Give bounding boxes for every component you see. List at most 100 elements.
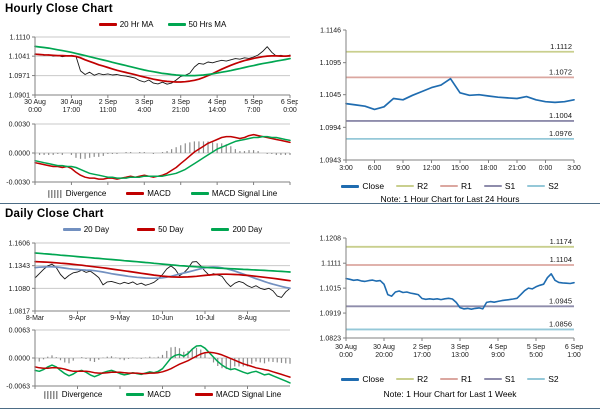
x-tick-label: 18:00 xyxy=(480,165,498,172)
line-swatch xyxy=(439,377,458,381)
x-tick-label: 3 Sep xyxy=(172,99,190,106)
hourly-pivot-legend: Close R2 R1 S1 S2 xyxy=(302,181,598,191)
x-tick-label: 3 Sep xyxy=(451,344,469,351)
x-tick-label: 7:00 xyxy=(247,107,261,114)
legend-item-s2: S2 xyxy=(527,181,559,191)
x-tick-label: 21:00 xyxy=(508,165,526,172)
y-tick-label: 1.1146 xyxy=(320,28,341,35)
y-tick-label: 1.1111 xyxy=(321,261,341,268)
legend-label: Close xyxy=(362,374,385,384)
line-swatch xyxy=(527,184,546,188)
legend-label: R1 xyxy=(460,181,472,191)
legend-item-close: Close xyxy=(341,181,384,191)
legend-item-macd-signal-line: MACD Signal Line xyxy=(194,390,282,399)
x-tick-label: 12:00 xyxy=(423,165,441,172)
series-macd-signal-line xyxy=(34,351,291,378)
y-tick-label: -0.0063 xyxy=(6,384,30,391)
divergence-bars-swatch xyxy=(43,390,59,399)
y-tick-label: 1.1110 xyxy=(10,35,30,42)
series-20-hr-ma xyxy=(34,53,291,83)
y-tick-label: 0.0000 xyxy=(9,356,31,363)
x-tick-label: 2 Sep xyxy=(99,99,117,106)
legend-label: MACD Signal Line xyxy=(215,390,282,399)
legend-item-divergence: Divergence xyxy=(43,390,103,399)
legend-item-50-hrs-ma: 50 Hrs MA xyxy=(167,20,227,29)
x-tick-label: 9-Apr xyxy=(69,315,87,322)
line-swatch xyxy=(396,377,415,381)
legend-label: MACD xyxy=(147,390,171,399)
legend-item-s1: S1 xyxy=(483,181,515,191)
pivot-label-r1: 1.1072 xyxy=(549,67,572,76)
pivot-label-s2: 1.0976 xyxy=(549,129,572,138)
hourly-chart-title: Hourly Close Chart xyxy=(5,3,113,15)
hourly-pivot-chart: 1.1146 1.1095 1.1045 1.0994 1.0943 1.1112 1.10… xyxy=(320,28,581,173)
pivot-label-r2: 1.1174 xyxy=(550,237,572,246)
legend-label: 50 Hrs MA xyxy=(188,20,227,29)
series-macd-signal-line xyxy=(34,135,291,179)
x-tick-label: 9:00 xyxy=(491,352,505,359)
x-tick-label: 2 Sep xyxy=(413,344,431,351)
legend-label: R2 xyxy=(417,181,428,191)
hourly-ma-legend: 20 Hr MA 50 Hrs MA xyxy=(35,20,290,29)
series-close xyxy=(345,77,575,111)
x-tick-label: 14:00 xyxy=(208,107,226,114)
x-tick-label: 9-May xyxy=(110,315,130,322)
x-tick-label: 4 Sep xyxy=(208,99,226,106)
x-tick-label: 3:00 xyxy=(567,165,581,172)
line-swatch xyxy=(167,23,186,26)
y-tick-label: 1.0971 xyxy=(9,73,31,80)
y-tick-label: 0.0000 xyxy=(9,151,31,158)
legend-label: R1 xyxy=(460,374,472,384)
x-tick-label: 11:00 xyxy=(99,107,116,114)
legend-label: 200 Day xyxy=(232,225,263,234)
line-swatch xyxy=(98,23,117,26)
legend-item-20-day: 20 Day xyxy=(62,225,110,234)
y-tick-label: 1.1045 xyxy=(320,92,342,99)
x-tick-label: 8-Aug xyxy=(238,315,257,322)
line-swatch xyxy=(126,192,145,195)
pivot-label-s2: 1.0856 xyxy=(549,319,572,328)
x-tick-label: 10-Jul xyxy=(195,315,215,322)
legend-item-divergence: Divergence xyxy=(47,189,106,198)
x-tick-label: 13:00 xyxy=(451,352,469,359)
y-tick-label: 1.0817 xyxy=(9,309,31,316)
y-tick-label: -0.0030 xyxy=(6,180,30,187)
hourly-pivot-note: Note: 1 Hour Chart for Last 24 Hours xyxy=(380,194,520,204)
line-swatch xyxy=(194,393,213,396)
daily-ma-legend: 20 Day 50 Day 200 Day xyxy=(35,225,290,234)
legend-label: 20 Day xyxy=(83,225,110,234)
x-tick-label: 0:00 xyxy=(339,352,353,359)
line-swatch xyxy=(396,184,415,188)
legend-label: 50 Day xyxy=(158,225,184,234)
y-tick-label: 0.0030 xyxy=(9,122,31,129)
y-tick-label: 1.1015 xyxy=(320,286,342,293)
line-swatch xyxy=(527,377,546,381)
x-tick-label: 17:00 xyxy=(413,352,431,359)
y-tick-label: 1.1095 xyxy=(320,60,342,67)
series-close xyxy=(34,46,291,85)
x-tick-label: 3 Sep xyxy=(135,99,153,106)
x-tick-label: 4:00 xyxy=(137,107,151,114)
legend-label: S2 xyxy=(548,374,559,384)
x-tick-label: 9:00 xyxy=(396,165,410,172)
series-50-day xyxy=(34,260,291,282)
x-tick-label: 0:00 xyxy=(539,165,553,172)
x-tick-label: 1:00 xyxy=(567,352,581,359)
x-tick-label: 17:00 xyxy=(63,107,81,114)
x-tick-label: 5:00 xyxy=(529,352,543,359)
legend-label: Divergence xyxy=(61,390,103,399)
legend-item-r2: R2 xyxy=(396,374,428,384)
pivot-label-s1: 1.1004 xyxy=(549,111,572,120)
legend-item-s1: S1 xyxy=(483,374,515,384)
x-tick-label: 5 Sep xyxy=(244,99,262,106)
x-tick-label: 30 Aug xyxy=(24,99,46,106)
y-tick-label: 1.1343 xyxy=(9,263,31,270)
x-tick-label: 0:00 xyxy=(283,107,297,114)
line-swatch xyxy=(341,184,360,188)
legend-item-r2: R2 xyxy=(396,181,428,191)
x-tick-label: 3:00 xyxy=(339,165,353,172)
legend-label: S2 xyxy=(548,181,559,191)
